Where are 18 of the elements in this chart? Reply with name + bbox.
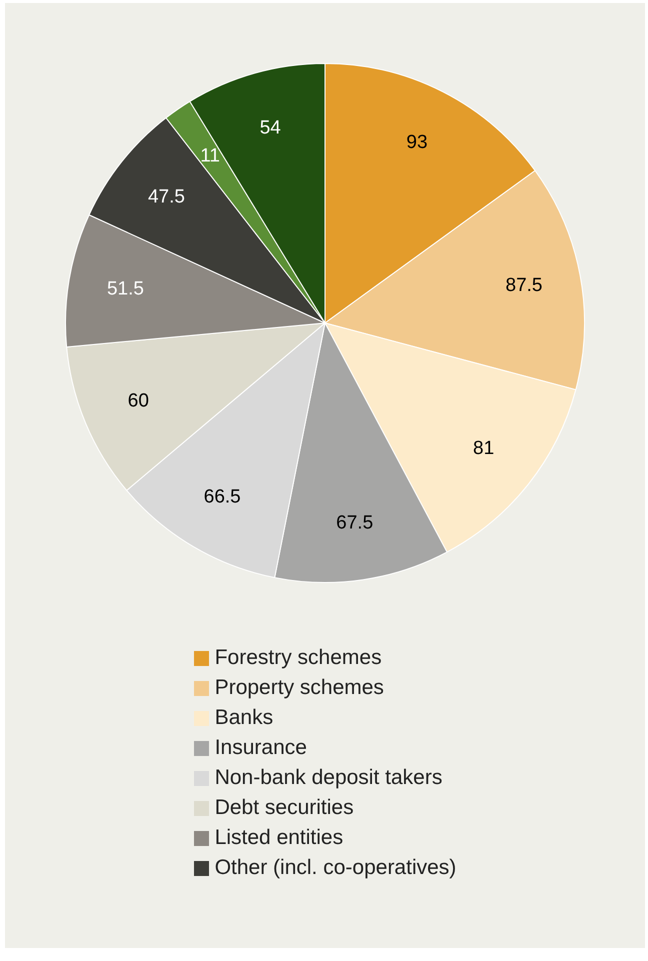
- legend-label: Insurance: [214, 736, 307, 760]
- data-label: 87.5: [506, 275, 542, 296]
- legend-label: Non-bank deposit takers: [214, 766, 442, 790]
- data-label: 93: [406, 132, 428, 153]
- legend-label: Property schemes: [214, 676, 384, 700]
- data-label: 81: [473, 438, 494, 460]
- data-label: 11: [200, 146, 220, 167]
- data-label: 51.5: [106, 278, 144, 300]
- data-label: 60: [128, 390, 149, 412]
- legend-label: Banks: [214, 706, 274, 730]
- data-label: 66.5: [204, 486, 241, 508]
- legend-label: Listed entities: [214, 826, 344, 850]
- legend-label: Other (incl. co-operatives): [214, 856, 456, 880]
- legend-label: Debt securities: [214, 796, 354, 820]
- data-label: 54: [260, 117, 282, 138]
- data-label: 47.5: [148, 186, 185, 208]
- data-label: 67.5: [336, 512, 374, 534]
- legend-label: Forestry schemes: [214, 646, 382, 670]
